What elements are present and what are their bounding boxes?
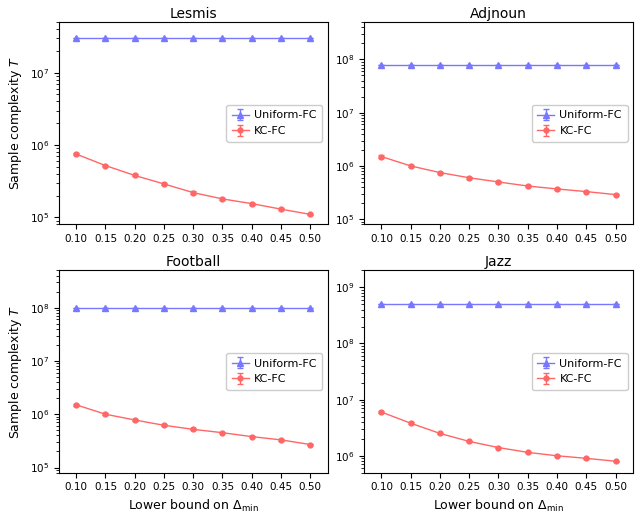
Legend: Uniform-FC, KC-FC: Uniform-FC, KC-FC bbox=[532, 353, 627, 390]
Title: Adjnoun: Adjnoun bbox=[470, 7, 527, 21]
Title: Jazz: Jazz bbox=[484, 255, 512, 269]
Title: Lesmis: Lesmis bbox=[170, 7, 217, 21]
Title: Football: Football bbox=[166, 255, 221, 269]
Y-axis label: Sample complexity $T$: Sample complexity $T$ bbox=[7, 56, 24, 190]
Legend: Uniform-FC, KC-FC: Uniform-FC, KC-FC bbox=[227, 105, 323, 142]
Y-axis label: Sample complexity $T$: Sample complexity $T$ bbox=[7, 304, 24, 439]
X-axis label: Lower bound on $\Delta_{\min}$: Lower bound on $\Delta_{\min}$ bbox=[433, 498, 564, 514]
Legend: Uniform-FC, KC-FC: Uniform-FC, KC-FC bbox=[532, 105, 627, 142]
X-axis label: Lower bound on $\Delta_{\min}$: Lower bound on $\Delta_{\min}$ bbox=[128, 498, 259, 514]
Legend: Uniform-FC, KC-FC: Uniform-FC, KC-FC bbox=[227, 353, 323, 390]
